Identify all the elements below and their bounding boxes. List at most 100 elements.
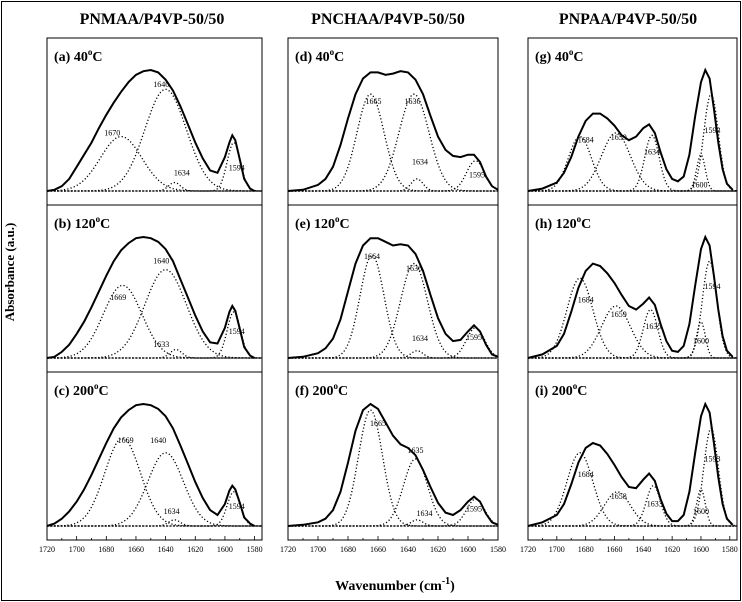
component-peak-1640 [47,269,262,359]
panel-label-degree: o [96,214,101,224]
component-peak-1669 [47,437,262,527]
peak-label-1659: 1659 [611,133,627,142]
total-spectrum-line [46,68,256,192]
component-peak-1659 [528,305,737,359]
peak-label-1594: 1594 [229,502,245,511]
peak-label-1593: 1593 [705,126,721,135]
panel-label-unit: C [340,217,350,232]
component-peak-1594 [47,311,262,359]
peak-label-1664: 1664 [364,252,380,261]
peak-label-1669: 1669 [118,436,134,445]
component-peak-1669 [47,284,262,359]
panel-f: (f) 200oC 1665 1635 1634 1595 [287,371,499,541]
panel-c: (c) 200oC 1669 1640 1634 1594 [46,371,263,541]
panel-label: (i) 200oC [535,381,587,399]
peak-label-1600: 1600 [693,337,709,346]
peak-label-1635: 1635 [408,446,424,455]
total-spectrum-line [527,234,734,359]
x-tick-label: 1640 [635,545,651,554]
component-peak-1633 [47,348,262,359]
component-peak-1636 [288,93,498,192]
component-peak-1594 [528,260,737,359]
panel-label: (g) 40oC [535,47,583,65]
panel-label-text: (i) 200 [535,384,573,399]
panel-label-unit: C [577,384,587,399]
peak-label-1633: 1633 [153,340,169,349]
x-tick-label: 1640 [158,545,174,554]
component-peak-1636 [288,262,498,359]
column-title-pnchaa: PNCHAA/P4VP-50/50 [311,11,465,28]
peak-label-1684: 1684 [578,136,594,145]
panel-label-degree: o [88,47,93,57]
x-tick-label: 1680 [98,545,114,554]
peak-label-1633: 1633 [647,500,663,509]
peak-label-1595: 1595 [466,333,482,342]
panel-label: (h) 120oC [535,214,591,232]
panel-label-degree: o [335,214,340,224]
x-tick-label: 1720 [280,545,296,554]
x-tick-label: 1660 [128,545,144,554]
peak-label-1594: 1594 [229,163,245,172]
panel-label: (e) 120oC [295,214,350,232]
peak-label-1594: 1594 [705,282,721,291]
panel-g: (g) 40oC 1684 1659 1634 1600 1593 [527,37,738,206]
x-tick-label: 1700 [549,545,565,554]
x-tick-label: 1620 [430,545,446,554]
panel-label-degree: o [569,47,574,57]
panel-label: (a) 40oC [54,47,102,65]
x-tick-label: 1600 [217,545,233,554]
panel-label-text: (f) 200 [295,384,334,399]
panel-label-text: (a) 40 [54,50,88,65]
component-peak-1684 [528,452,737,527]
panel-label-unit: C [338,384,348,399]
peak-label-1665: 1665 [366,97,382,106]
x-axes-group: 1720 1700 1680 1660 1640 1620 1600 1580 1720 1700… [39,536,738,554]
panel-label: (d) 40oC [295,47,344,65]
peak-label-1669: 1669 [110,293,126,302]
peak-label-1634: 1634 [164,507,180,516]
total-spectrum-line [527,67,734,192]
component-peak-1670 [47,135,262,192]
panel-label-degree: o [573,381,578,391]
panel-label-text: (h) 120 [535,217,577,232]
panel-label-unit: C [334,50,344,65]
x-tick-label: 1720 [520,545,536,554]
x-tick-label: 1580 [247,545,263,554]
panel-label: (c) 200oC [54,381,109,399]
panel-i: (i) 200oC 1684 1658 1633 1600 1593 [527,371,738,541]
panel-label-degree: o [577,214,582,224]
panel-label-text: (e) 120 [295,217,335,232]
x-axis-panel-c: 1720 1700 1680 1660 1640 1620 1600 1580 [39,536,263,554]
panel-label-degree: o [94,381,99,391]
peak-label-1595: 1595 [469,171,485,180]
total-spectrum-line [287,402,499,527]
panel-label-text: (c) 200 [54,384,94,399]
peak-label-1634: 1634 [417,509,433,518]
peak-label-1634: 1634 [644,148,660,157]
x-tick-label: 1600 [693,545,709,554]
total-spectrum-line [287,70,499,192]
x-axis-label-close: ) [450,579,455,594]
x-tick-label: 1700 [69,545,85,554]
panel-label-text: (d) 40 [295,50,330,65]
x-axis-panel-f: 1720 1700 1680 1660 1640 1620 1600 1580 [280,536,506,554]
component-peak-1593 [528,427,738,527]
peak-label-1595: 1595 [466,504,482,513]
peak-label-1640: 1640 [153,257,169,266]
x-tick-label: 1580 [490,545,506,554]
column-title-pnpaa: PNPAA/P4VP-50/50 [559,11,697,28]
peak-label-1670: 1670 [104,128,120,137]
x-tick-label: 1680 [578,545,594,554]
x-tick-label: 1660 [370,545,386,554]
panel-label-text: (g) 40 [535,50,569,65]
peak-label-1634: 1634 [174,168,190,177]
component-peak-1684 [528,277,737,359]
peak-label-1684: 1684 [578,470,594,479]
panel-label-degree: o [330,47,335,57]
peak-label-1634: 1634 [412,334,428,343]
x-tick-label: 1680 [340,545,356,554]
peak-label-1593: 1593 [705,454,721,463]
